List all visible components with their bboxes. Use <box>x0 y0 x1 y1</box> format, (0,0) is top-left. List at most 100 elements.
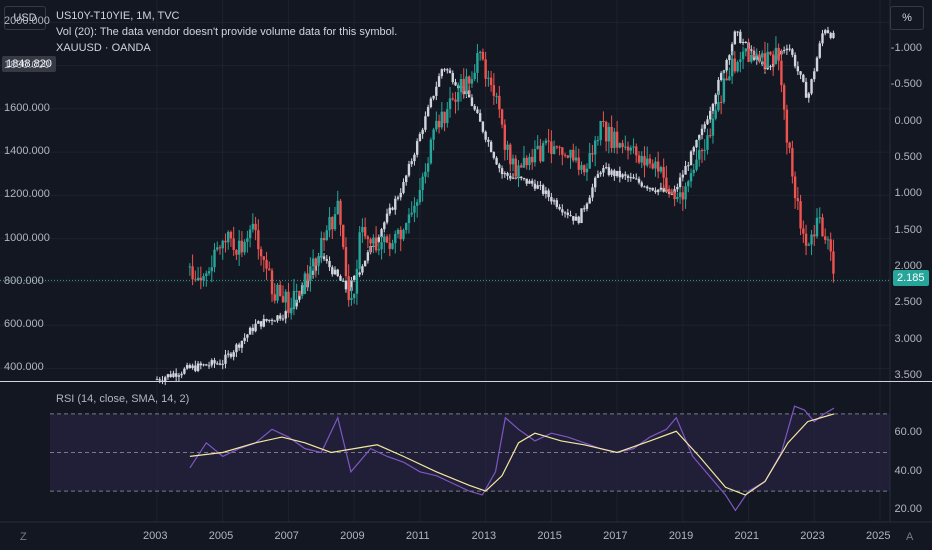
xauusd-candle <box>802 74 805 82</box>
xauusd-candle <box>295 299 298 307</box>
x-axis-tick: 2005 <box>208 530 234 542</box>
xauusd-candle <box>498 164 501 169</box>
xauusd-candle <box>410 161 413 165</box>
us10y-t10yie-candle <box>284 291 287 303</box>
xauusd-candle <box>240 340 244 348</box>
us10y-t10yie-candle <box>637 155 641 163</box>
xauusd-candle <box>399 192 402 198</box>
symbol-title[interactable]: US10Y-T10YIE, 1M, TVC <box>56 10 180 22</box>
us10y-t10yie-candle <box>585 168 589 173</box>
xauusd-candle <box>262 319 266 327</box>
xauusd-candle <box>637 178 641 183</box>
right-axis-tick: 1.500 <box>894 223 922 236</box>
xauusd-candle <box>741 41 745 43</box>
rsi-axis-tick: 40.00 <box>894 464 922 477</box>
us10y-t10yie-candle <box>774 47 778 64</box>
us10y-t10yie-candle <box>511 158 515 165</box>
us10y-t10yie-candle <box>424 171 427 177</box>
us10y-t10yie-candle <box>331 217 334 230</box>
xauusd-candle <box>487 139 490 142</box>
xauusd-candle <box>629 177 632 179</box>
xauusd-candle <box>205 364 208 366</box>
us10y-t10yie-candle <box>643 156 646 166</box>
us10y-t10yie-candle <box>520 165 523 168</box>
us10y-t10yie-candle <box>363 227 367 237</box>
xauusd-candle <box>561 209 564 213</box>
xauusd-candle <box>418 134 422 142</box>
pane-separator[interactable] <box>0 381 932 382</box>
xauusd-candle <box>687 165 690 167</box>
xauusd-candle <box>539 185 542 187</box>
us10y-t10yie-candle <box>665 177 668 190</box>
us10y-t10yie-candle <box>287 291 290 314</box>
us10y-t10yie-candle <box>651 163 654 169</box>
xauusd-candle <box>336 269 339 277</box>
xauusd-candle <box>509 175 512 179</box>
us10y-t10yie-candle <box>202 276 205 281</box>
us10y-t10yie-candle <box>440 111 444 128</box>
us10y-t10yie-candle <box>580 165 583 170</box>
xauusd-candle <box>270 319 274 321</box>
us10y-t10yie-candle <box>667 189 671 192</box>
xauusd-candle <box>402 182 405 193</box>
us10y-t10yie-candle <box>744 48 748 52</box>
xauusd-candle <box>333 269 337 275</box>
us10y-t10yie-candle <box>289 307 293 314</box>
rsi-indicator-label[interactable]: RSI (14, close, SMA, 14, 2) <box>56 393 190 405</box>
left-axis-tick: 400.000 <box>4 361 44 374</box>
xauusd-candle <box>174 373 178 377</box>
overlay-symbol-label[interactable]: XAUUSD · OANDA <box>56 42 151 54</box>
us10y-t10yie-candle <box>281 296 285 303</box>
us10y-t10yie-candle <box>311 258 315 267</box>
us10y-t10yie-candle <box>451 98 454 100</box>
xauusd-candle <box>358 272 361 275</box>
xauusd-candle <box>437 76 441 87</box>
xauusd-candle <box>739 31 742 43</box>
xauusd-candle <box>648 187 652 189</box>
x-axis-tick: 2023 <box>800 530 825 542</box>
us10y-t10yie-candle <box>237 240 241 255</box>
us10y-t10yie-candle <box>610 126 613 148</box>
us10y-t10yie-candle <box>525 157 528 166</box>
xauusd-candle <box>684 165 687 175</box>
left-axis-tick: 1400.000 <box>4 145 50 158</box>
xauusd-candle <box>440 69 444 77</box>
us10y-t10yie-candle <box>383 236 386 243</box>
xauusd-candle <box>796 66 800 72</box>
xauusd-candle <box>558 206 561 210</box>
us10y-t10yie-candle <box>613 131 616 148</box>
right-axis-tick: 0.500 <box>894 150 922 163</box>
us10y-t10yie-candle <box>730 58 734 77</box>
xauusd-candle <box>632 177 635 179</box>
xauusd-candle <box>646 186 649 189</box>
us10y-t10yie-candle <box>418 190 422 203</box>
us10y-t10yie-candle <box>722 78 726 103</box>
us10y-t10yie-candle <box>210 267 213 272</box>
xauusd-candle <box>736 31 739 33</box>
xauusd-candle <box>344 280 348 290</box>
xauusd-candle <box>185 365 189 369</box>
us10y-t10yie-candle <box>719 102 723 104</box>
xauusd-candle <box>342 280 345 282</box>
us10y-t10yie-candle <box>207 271 211 274</box>
xauusd-candle <box>246 334 249 338</box>
xauusd-candle <box>284 311 287 319</box>
xauusd-candle <box>815 57 819 72</box>
xauusd-candle <box>615 170 619 177</box>
us10y-t10yie-candle <box>372 237 375 244</box>
right-axis-tick: -0.500 <box>890 78 922 91</box>
right-axis-unit-button[interactable]: % <box>890 6 924 30</box>
us10y-t10yie-candle <box>648 158 652 164</box>
us10y-t10yie-candle <box>528 156 531 166</box>
auto-scale-button[interactable]: A <box>906 531 914 543</box>
xauusd-candle <box>640 182 643 187</box>
timezone-button[interactable]: Z <box>20 531 27 543</box>
left-axis-unit-button[interactable]: USD <box>4 6 46 30</box>
left-axis-tick: 2000.000 <box>4 15 50 28</box>
us10y-t10yie-candle <box>530 156 534 163</box>
xauusd-candle <box>624 174 627 176</box>
us10y-t10yie-candle <box>832 251 835 274</box>
xauusd-candle <box>530 180 534 184</box>
xauusd-candle <box>243 337 246 341</box>
